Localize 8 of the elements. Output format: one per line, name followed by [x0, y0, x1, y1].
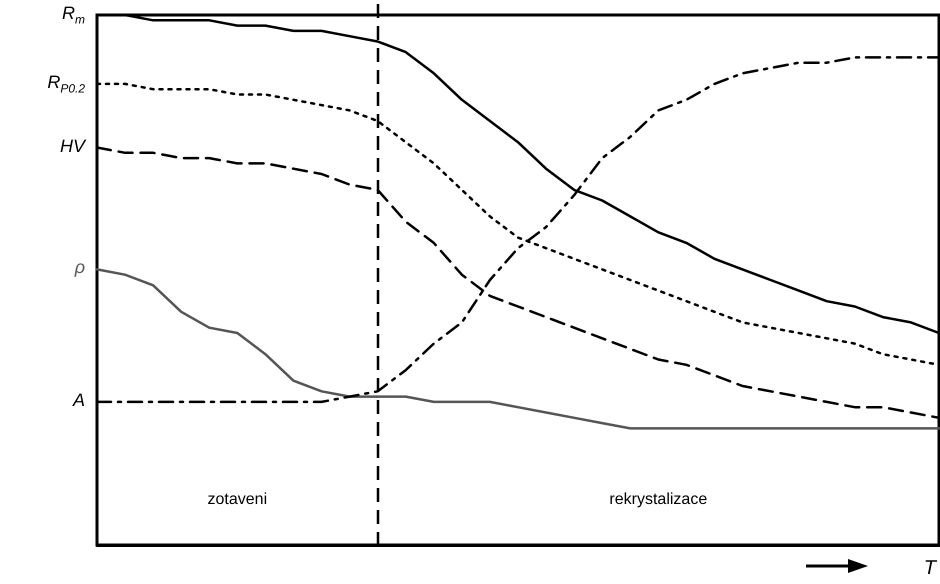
- series-label: R$_{m}$: [62, 3, 85, 29]
- series-label: ρ: [74, 257, 85, 278]
- series-label: HV: [60, 136, 85, 156]
- annotation: zotaveni: [208, 491, 268, 509]
- series-label: R$_{P0.2}$: [47, 72, 85, 98]
- annotation: rekrystalizace: [609, 491, 708, 509]
- x-axis-title: T: [924, 557, 938, 579]
- series-label: A: [72, 390, 85, 410]
